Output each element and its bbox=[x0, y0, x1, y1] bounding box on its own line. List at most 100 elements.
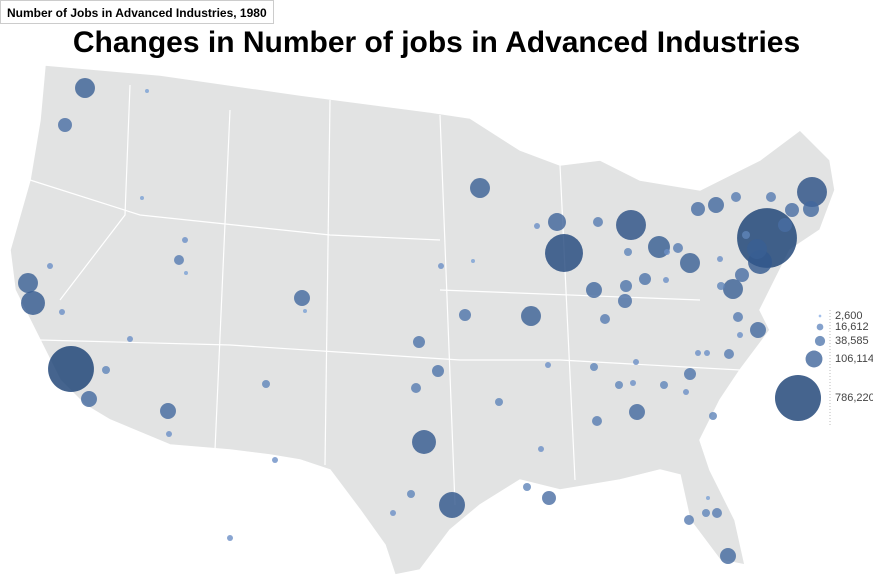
city-bubble bbox=[272, 457, 278, 463]
city-bubble bbox=[471, 259, 475, 263]
city-bubble bbox=[618, 294, 632, 308]
city-bubble bbox=[803, 201, 819, 217]
city-bubble bbox=[58, 118, 72, 132]
city-bubble bbox=[630, 380, 636, 386]
city-bubble bbox=[797, 177, 827, 207]
city-bubble bbox=[523, 483, 531, 491]
city-bubble bbox=[438, 263, 444, 269]
city-bubble bbox=[390, 510, 396, 516]
city-bubble bbox=[470, 178, 490, 198]
city-bubble bbox=[680, 253, 700, 273]
city-bubble bbox=[227, 535, 233, 541]
city-bubble bbox=[620, 280, 632, 292]
city-bubble bbox=[742, 231, 750, 239]
city-bubble bbox=[624, 248, 632, 256]
city-bubble bbox=[664, 249, 670, 255]
city-bubble bbox=[166, 431, 172, 437]
city-bubble bbox=[785, 203, 799, 217]
legend-bubble bbox=[818, 314, 822, 318]
legend-label: 786,220 bbox=[835, 392, 873, 404]
city-bubble bbox=[413, 336, 425, 348]
city-bubble bbox=[723, 279, 743, 299]
city-bubble bbox=[684, 368, 696, 380]
city-bubble bbox=[48, 346, 94, 392]
city-bubble bbox=[731, 192, 741, 202]
city-bubble bbox=[145, 89, 149, 93]
city-bubble bbox=[439, 492, 465, 518]
city-bubble bbox=[766, 192, 776, 202]
city-bubble bbox=[673, 243, 683, 253]
city-bubble bbox=[495, 398, 503, 406]
city-bubble bbox=[663, 277, 669, 283]
city-bubble bbox=[459, 309, 471, 321]
city-bubble bbox=[717, 256, 723, 262]
legend-label: 16,612 bbox=[835, 321, 869, 333]
city-bubble bbox=[660, 381, 668, 389]
city-bubble bbox=[534, 223, 540, 229]
city-bubble bbox=[545, 234, 583, 272]
city-bubble bbox=[294, 290, 310, 306]
city-bubble bbox=[262, 380, 270, 388]
city-bubble bbox=[521, 306, 541, 326]
city-bubble bbox=[548, 213, 566, 231]
city-bubble bbox=[102, 366, 110, 374]
legend-label: 38,585 bbox=[835, 335, 869, 347]
city-bubble bbox=[18, 273, 38, 293]
city-bubble bbox=[691, 202, 705, 216]
city-bubble bbox=[712, 508, 722, 518]
city-bubble bbox=[737, 332, 743, 338]
city-bubble bbox=[704, 350, 710, 356]
legend-bubble bbox=[805, 350, 823, 368]
city-bubble bbox=[407, 490, 415, 498]
city-bubble bbox=[600, 314, 610, 324]
legend-bubble bbox=[775, 375, 821, 421]
city-bubble bbox=[733, 312, 743, 322]
city-bubble bbox=[75, 78, 95, 98]
city-bubble bbox=[47, 263, 53, 269]
legend-bubble bbox=[816, 323, 824, 331]
city-bubble bbox=[750, 322, 766, 338]
city-bubble bbox=[140, 196, 144, 200]
city-bubble bbox=[629, 404, 645, 420]
city-bubble bbox=[706, 496, 710, 500]
subtitle-box: Number of Jobs in Advanced Industries, 1… bbox=[0, 0, 274, 24]
city-bubble bbox=[127, 336, 133, 342]
city-bubble bbox=[586, 282, 602, 298]
city-bubble bbox=[593, 217, 603, 227]
city-bubble bbox=[708, 197, 724, 213]
city-bubble bbox=[747, 239, 767, 259]
legend-label: 2,600 bbox=[835, 310, 863, 322]
city-bubble bbox=[639, 273, 651, 285]
city-bubble bbox=[412, 430, 436, 454]
city-bubble bbox=[702, 509, 710, 517]
city-bubble bbox=[633, 359, 639, 365]
city-bubble bbox=[184, 271, 188, 275]
city-bubble bbox=[182, 237, 188, 243]
city-bubble bbox=[724, 349, 734, 359]
city-bubble bbox=[174, 255, 184, 265]
title: Changes in Number of jobs in Advanced In… bbox=[72, 26, 801, 59]
city-bubble bbox=[720, 548, 736, 564]
city-bubble bbox=[303, 309, 307, 313]
us-outline bbox=[9, 64, 836, 576]
city-bubble bbox=[778, 218, 792, 232]
city-bubble bbox=[411, 383, 421, 393]
city-bubble bbox=[615, 381, 623, 389]
city-bubble bbox=[81, 391, 97, 407]
city-bubble bbox=[542, 491, 556, 505]
city-bubble bbox=[695, 350, 701, 356]
city-bubble bbox=[592, 416, 602, 426]
city-bubble bbox=[432, 365, 444, 377]
city-bubble bbox=[538, 446, 544, 452]
city-bubble bbox=[616, 210, 646, 240]
city-bubble bbox=[21, 291, 45, 315]
city-bubble bbox=[709, 412, 717, 420]
city-bubble bbox=[160, 403, 176, 419]
city-bubble bbox=[735, 268, 749, 282]
city-bubble bbox=[590, 363, 598, 371]
legend-label: 106,114 bbox=[835, 353, 873, 365]
city-bubble bbox=[683, 389, 689, 395]
legend-bubble bbox=[814, 335, 826, 347]
